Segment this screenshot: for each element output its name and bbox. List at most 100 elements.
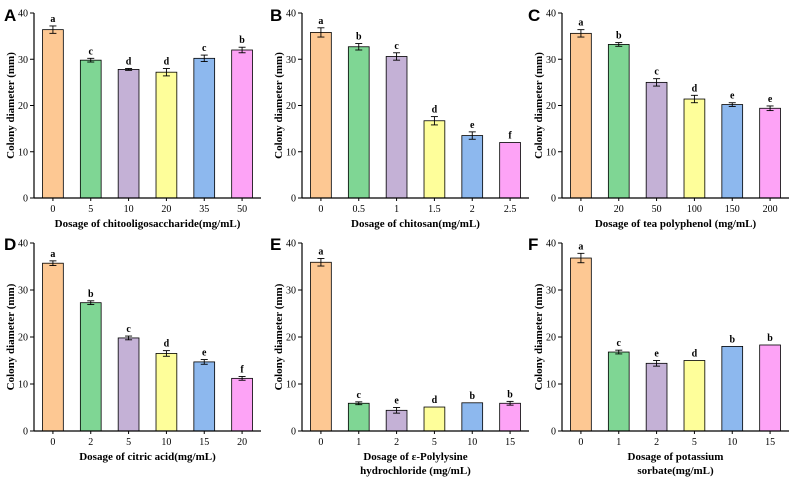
x-tick-label: 35 [199,204,209,215]
y-tick-label: 10 [286,147,296,158]
bar [607,44,630,199]
y-tick-label: 0 [291,427,296,438]
bar [570,32,592,199]
y-tick-label: 40 [286,239,296,250]
x-axis-label: Dosage of potassium [628,451,724,463]
y-tick-label: 20 [286,333,296,344]
y-tick-label: 20 [546,101,556,112]
x-axis-label: sorbate(mg/mL) [637,465,714,477]
significance-letter: d [164,339,170,350]
x-tick-label: 100 [687,204,702,215]
bar [423,406,446,432]
significance-letter: f [240,364,244,375]
panel-label: A [4,6,16,25]
bar [759,107,781,199]
x-tick-label: 20 [237,437,247,448]
y-axis-label: Colony diameter (mm) [533,52,545,159]
significance-letter: c [394,41,399,52]
y-tick-label: 30 [286,55,296,66]
panel-label: E [270,235,281,254]
y-axis-label: Colony diameter (mm) [5,283,17,390]
significance-letter: a [578,18,583,29]
x-axis-label: hydrochloride (mg/mL) [360,465,471,477]
significance-letter: c [654,67,659,78]
bar [607,351,630,432]
significance-letter: e [730,91,735,102]
panel-label: B [270,6,282,25]
significance-letter: d [164,57,170,68]
significance-letter: b [88,289,94,300]
significance-letter: e [654,349,659,360]
x-tick-label: 0.5 [353,204,366,215]
y-tick-label: 10 [546,380,556,391]
significance-letter: b [469,391,475,402]
x-tick-label: 1 [356,437,361,448]
bar [499,402,521,432]
significance-letter: c [357,390,362,401]
y-tick-label: 30 [546,55,556,66]
panel-E: E 0 10 20 30 40 Colony diameter (mm) a 0 c 1 e 2 d 5 b 1… [270,235,529,477]
bar [721,104,744,199]
bar [461,135,484,199]
x-tick-label: 20 [614,204,624,215]
x-axis-label: Dosage of ε-Polylysine [363,451,467,463]
x-tick-label: 15 [505,437,515,448]
bar [347,46,370,199]
significance-letter: c [126,324,131,335]
significance-letter: d [432,395,438,406]
y-tick-label: 30 [18,286,28,297]
significance-letter: e [768,94,773,105]
x-tick-label: 0 [50,437,55,448]
bar [155,353,178,432]
significance-letter: d [692,349,698,360]
x-tick-label: 10 [727,437,737,448]
significance-letter: e [202,348,207,359]
x-tick-label: 15 [765,437,775,448]
x-tick-label: 150 [725,204,740,215]
y-tick-label: 40 [286,9,296,20]
significance-letter: a [50,249,55,260]
y-tick-label: 30 [18,55,28,66]
bar [42,262,64,432]
x-tick-label: 2 [394,437,399,448]
y-tick-label: 0 [23,427,28,438]
y-tick-label: 10 [546,147,556,158]
significance-letter: e [394,396,399,407]
y-tick-label: 40 [18,239,28,250]
x-tick-label: 5 [126,437,131,448]
x-tick-label: 20 [161,204,171,215]
x-tick-label: 50 [237,204,247,215]
y-tick-label: 0 [551,194,556,205]
bar [42,29,64,199]
panel-label: F [528,235,538,254]
significance-letter: d [692,83,698,94]
x-tick-label: 0 [578,204,583,215]
bar [683,360,706,432]
bar [117,69,140,199]
panel-A: A 0 10 20 30 40 Colony diameter (mm) a 0 c 5 d 10 d 20… [4,6,261,230]
significance-letter: a [318,247,323,258]
significance-letter: b [356,32,362,43]
significance-letter: b [616,31,622,42]
significance-letter: c [617,338,622,349]
x-tick-label: 2.5 [504,204,517,215]
y-axis-label: Colony diameter (mm) [273,52,285,159]
y-tick-label: 0 [551,427,556,438]
significance-letter: f [508,131,512,142]
y-tick-label: 10 [286,380,296,391]
bar [231,49,253,199]
x-tick-label: 2 [470,204,475,215]
x-tick-label: 10 [467,437,477,448]
x-tick-label: 5 [692,437,697,448]
bar [231,377,253,432]
bar [721,345,744,432]
x-tick-label: 0 [318,204,323,215]
bar [310,261,332,432]
y-tick-label: 20 [18,101,28,112]
significance-letter: a [318,16,323,27]
x-tick-label: 1 [616,437,621,448]
panel-label: C [528,6,540,25]
x-tick-label: 0 [50,204,55,215]
bar [499,142,521,199]
